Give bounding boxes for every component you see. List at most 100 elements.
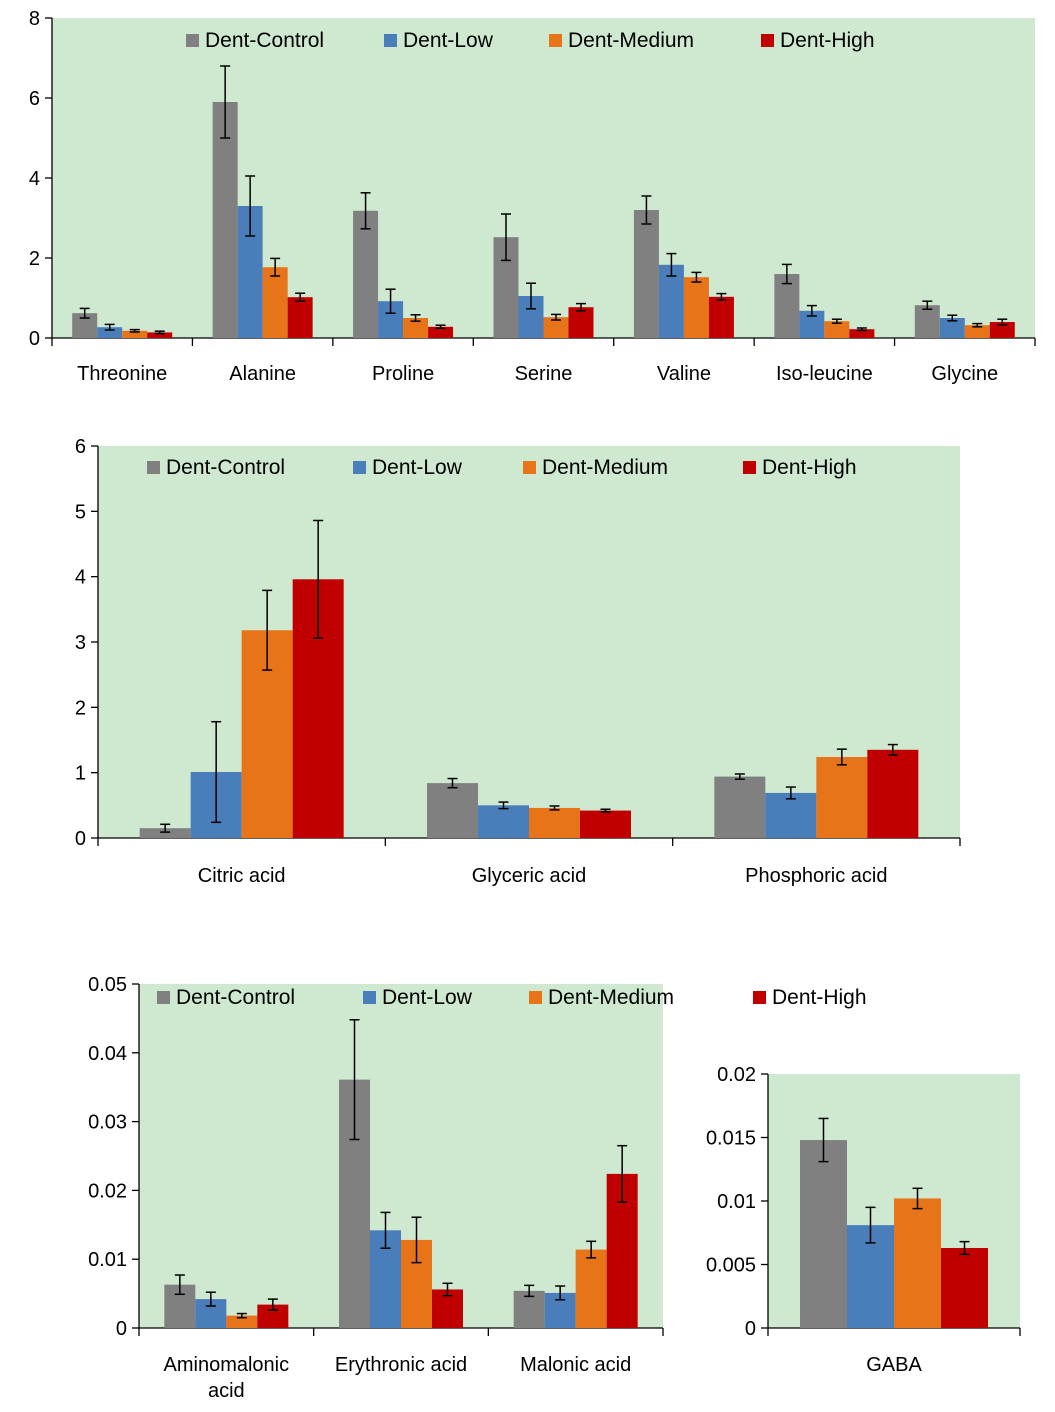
x-category-label: Phosphoric acid xyxy=(745,865,887,887)
y-tick-label: 0.01 xyxy=(717,1191,756,1213)
bar-dent-high xyxy=(941,1247,988,1328)
y-tick-label: 0.04 xyxy=(88,1043,127,1065)
error-bar xyxy=(129,328,140,333)
y-tick-label: 8 xyxy=(29,8,40,30)
y-tick-label: 0 xyxy=(29,328,40,350)
error-bar xyxy=(524,1284,535,1298)
bar-dent-control xyxy=(774,274,800,338)
bar-dent-medium xyxy=(894,1198,941,1328)
bar-dent-medium xyxy=(122,330,148,338)
x-category-label: Citric acid xyxy=(198,865,286,887)
bar-dent-high xyxy=(580,810,631,838)
bar-dent-high xyxy=(147,332,173,338)
bar-dent-medium xyxy=(683,277,709,338)
legend-swatch xyxy=(353,461,366,474)
error-bar xyxy=(380,1211,391,1249)
bar-dent-control xyxy=(139,828,191,838)
error-bar xyxy=(154,330,165,335)
error-bar xyxy=(818,1117,829,1163)
legend-swatch xyxy=(147,461,160,474)
y-tick-label: 0.03 xyxy=(88,1112,127,1134)
error-bar xyxy=(104,323,115,331)
y-tick-label: 0 xyxy=(75,828,86,850)
bar-dent-medium xyxy=(529,807,580,838)
y-tick-label: 3 xyxy=(75,632,86,654)
y-tick-label: 0 xyxy=(116,1318,127,1340)
bar-dent-control xyxy=(212,102,238,338)
error-bar xyxy=(600,808,611,813)
bar-dent-control xyxy=(714,776,766,838)
error-bar xyxy=(666,252,677,277)
bar-dent-medium xyxy=(575,1249,607,1328)
bar-dent-medium xyxy=(226,1315,258,1328)
legend-label: Dent-High xyxy=(780,29,875,52)
bar-dent-high xyxy=(428,326,454,338)
error-bar xyxy=(887,743,898,756)
legend-label: Dent-Control xyxy=(176,986,295,1009)
error-bar xyxy=(349,1019,360,1141)
error-bar xyxy=(865,1206,876,1244)
bar-dent-high xyxy=(257,1304,289,1328)
error-bar xyxy=(691,271,702,283)
error-bar xyxy=(856,327,867,332)
error-bar xyxy=(997,318,1008,326)
legend: Dent-Control Dent-Low Dent-Medium Dent-High xyxy=(147,456,857,479)
error-bar xyxy=(267,1298,278,1311)
error-bar xyxy=(831,318,842,324)
error-bar xyxy=(79,307,90,319)
plot-area xyxy=(52,18,1035,338)
y-tick-label: 0.005 xyxy=(706,1255,756,1277)
error-bar xyxy=(270,257,281,277)
error-bar xyxy=(785,786,796,800)
legend-label: Dent-Low xyxy=(403,29,494,52)
error-bar xyxy=(586,1240,597,1259)
bar-dent-low xyxy=(658,264,684,338)
x-category-label: Iso-leucine xyxy=(776,363,873,385)
legend-label: Dent-Low xyxy=(372,456,463,479)
legend-swatch xyxy=(186,34,199,47)
y-tick-label: 4 xyxy=(29,168,40,190)
bar-dent-high xyxy=(849,329,875,338)
error-bar xyxy=(245,175,256,237)
error-bar xyxy=(734,773,745,780)
error-bar xyxy=(549,805,560,811)
bar-dent-medium xyxy=(824,321,850,338)
legend-label: Dent-Medium xyxy=(568,29,694,52)
error-bar xyxy=(220,65,231,139)
y-tick-label: 0.05 xyxy=(88,974,127,996)
bar-dent-control xyxy=(800,1140,847,1328)
legend-label: Dent-Control xyxy=(205,29,324,52)
legend-label: Dent-Medium xyxy=(548,986,674,1009)
error-bar xyxy=(411,1216,422,1264)
y-tick-label: 6 xyxy=(75,436,86,458)
bar-dent-low xyxy=(939,318,965,338)
y-tick-label: 0.02 xyxy=(717,1064,756,1086)
error-bar xyxy=(442,1282,453,1297)
bar-dent-medium xyxy=(403,318,429,338)
bar-dent-high xyxy=(568,307,594,338)
y-tick-label: 4 xyxy=(75,567,86,589)
legend-label: Dent-Control xyxy=(166,456,285,479)
error-bar xyxy=(447,777,458,789)
x-category-label: Glyceric acid xyxy=(472,865,586,887)
chart-2: 0 1 2 3 4 5 6 Citric acid Glyceric acid Phosphori… xyxy=(75,436,961,887)
error-bar xyxy=(972,322,983,328)
legend-swatch xyxy=(523,461,536,474)
error-bar xyxy=(160,823,171,833)
error-bar xyxy=(947,314,958,322)
legend-swatch xyxy=(157,991,170,1004)
y-tick-label: 1 xyxy=(75,763,86,785)
error-bar xyxy=(781,263,792,285)
legend-label: Dent-Low xyxy=(382,986,473,1009)
error-bar xyxy=(435,324,446,330)
error-bar xyxy=(526,282,536,310)
legend-background xyxy=(153,984,663,1022)
error-bar xyxy=(205,1291,216,1307)
bar-dent-control xyxy=(914,305,940,338)
error-bar xyxy=(716,292,727,301)
x-category-label: Proline xyxy=(372,363,434,385)
y-tick-label: 0.015 xyxy=(706,1128,756,1150)
x-category-label: Threonine xyxy=(77,363,167,385)
error-bar xyxy=(555,1285,566,1301)
bar-dent-low xyxy=(478,805,529,838)
